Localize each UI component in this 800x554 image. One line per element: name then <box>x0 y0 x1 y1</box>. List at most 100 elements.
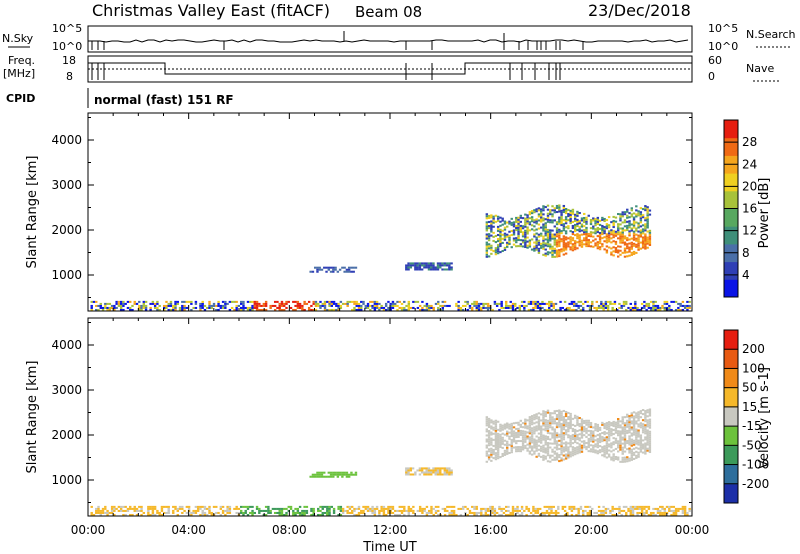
power-cell <box>607 224 611 227</box>
power-cell <box>373 300 377 303</box>
power-cell <box>576 241 579 244</box>
power-cell <box>427 264 431 267</box>
velocity-cell <box>524 444 527 447</box>
power-cell <box>636 306 639 309</box>
power-cell <box>323 266 326 269</box>
velocity-cell <box>258 507 261 510</box>
power-cell <box>605 219 609 222</box>
power-cell <box>524 243 527 246</box>
power-cell <box>621 213 624 216</box>
x-tick-label: 08:00 <box>272 523 307 537</box>
power-cell <box>314 308 318 311</box>
power-cell <box>292 300 295 303</box>
velocity-cell <box>533 422 536 425</box>
velocity-cell <box>596 438 600 441</box>
velocity-cell <box>542 436 545 439</box>
velocity-cell <box>389 505 392 508</box>
power-cell <box>544 222 547 225</box>
power-cell <box>508 240 511 243</box>
power-cell <box>505 300 508 303</box>
power-cell <box>464 304 467 307</box>
power-cell <box>129 308 132 311</box>
power-cell <box>519 220 523 223</box>
velocity-cell <box>441 473 444 476</box>
power-cell <box>560 250 563 253</box>
power-cell <box>546 218 550 221</box>
velocity-cell <box>549 426 552 429</box>
velocity-cell <box>580 450 584 453</box>
velocity-cell <box>468 511 472 514</box>
velocity-cell <box>569 416 572 419</box>
velocity-cell <box>499 437 502 440</box>
velocity-cell <box>564 449 568 452</box>
velocity-cell <box>587 425 590 428</box>
colorbar-tick-label: 200 <box>742 342 765 356</box>
velocity-cell <box>628 421 631 424</box>
power-cell <box>534 304 537 307</box>
power-cell <box>585 230 588 233</box>
power-cell <box>535 208 538 211</box>
velocity-cell <box>617 446 620 449</box>
velocity-cell <box>619 460 622 463</box>
velocity-cell <box>630 434 633 437</box>
power-cell <box>567 245 570 248</box>
velocity-cell <box>484 507 488 510</box>
velocity-cell <box>546 411 550 414</box>
velocity-cell <box>445 471 449 474</box>
velocity-cell <box>535 441 538 444</box>
power-cell <box>668 308 671 311</box>
power-cell <box>637 246 640 249</box>
power-cell <box>570 308 574 311</box>
power-cell <box>501 219 504 222</box>
power-cell <box>641 216 645 219</box>
velocity-cell <box>553 458 556 461</box>
power-cell <box>551 229 554 232</box>
power-cell <box>549 231 552 234</box>
velocity-cell <box>647 505 651 508</box>
power-ylabel: Slant Range [km] <box>25 156 40 269</box>
power-cell <box>546 220 550 223</box>
velocity-cell <box>194 505 198 508</box>
power-cell <box>425 306 429 309</box>
velocity-cell <box>215 511 218 514</box>
velocity-cell <box>501 440 504 443</box>
power-cell <box>573 219 577 222</box>
velocity-cell <box>648 426 652 429</box>
velocity-cell <box>542 414 545 417</box>
velocity-cell <box>405 473 408 476</box>
power-cell <box>578 230 581 233</box>
power-cell <box>543 308 546 311</box>
velocity-cell <box>133 505 136 508</box>
power-cell <box>353 308 356 311</box>
velocity-cell <box>640 505 644 508</box>
power-cell <box>503 248 507 251</box>
power-cell <box>596 226 600 230</box>
power-cell <box>588 308 592 311</box>
power-cell <box>260 304 263 307</box>
velocity-cell <box>558 413 561 416</box>
power-cell <box>201 306 204 309</box>
velocity-cell <box>554 511 558 514</box>
velocity-cell <box>317 507 320 510</box>
power-cell <box>496 233 500 236</box>
power-cell <box>485 225 489 228</box>
velocity-cell <box>407 505 411 508</box>
velocity-cell <box>156 509 159 512</box>
velocity-cell <box>529 511 533 514</box>
power-cell <box>521 225 525 228</box>
power-cell <box>360 300 363 303</box>
power-cell <box>535 236 538 239</box>
velocity-cell <box>131 507 134 510</box>
power-cell <box>585 220 588 223</box>
velocity-cell <box>639 450 643 453</box>
velocity-cell <box>551 418 554 421</box>
power-cell <box>549 251 552 254</box>
power-cell <box>517 218 520 221</box>
velocity-cell <box>140 509 143 512</box>
velocity-cell <box>644 430 647 433</box>
power-cell <box>564 252 568 255</box>
power-cell <box>546 216 550 219</box>
velocity-cell <box>591 507 594 510</box>
power-cell <box>323 308 327 311</box>
velocity-cell <box>262 509 266 512</box>
